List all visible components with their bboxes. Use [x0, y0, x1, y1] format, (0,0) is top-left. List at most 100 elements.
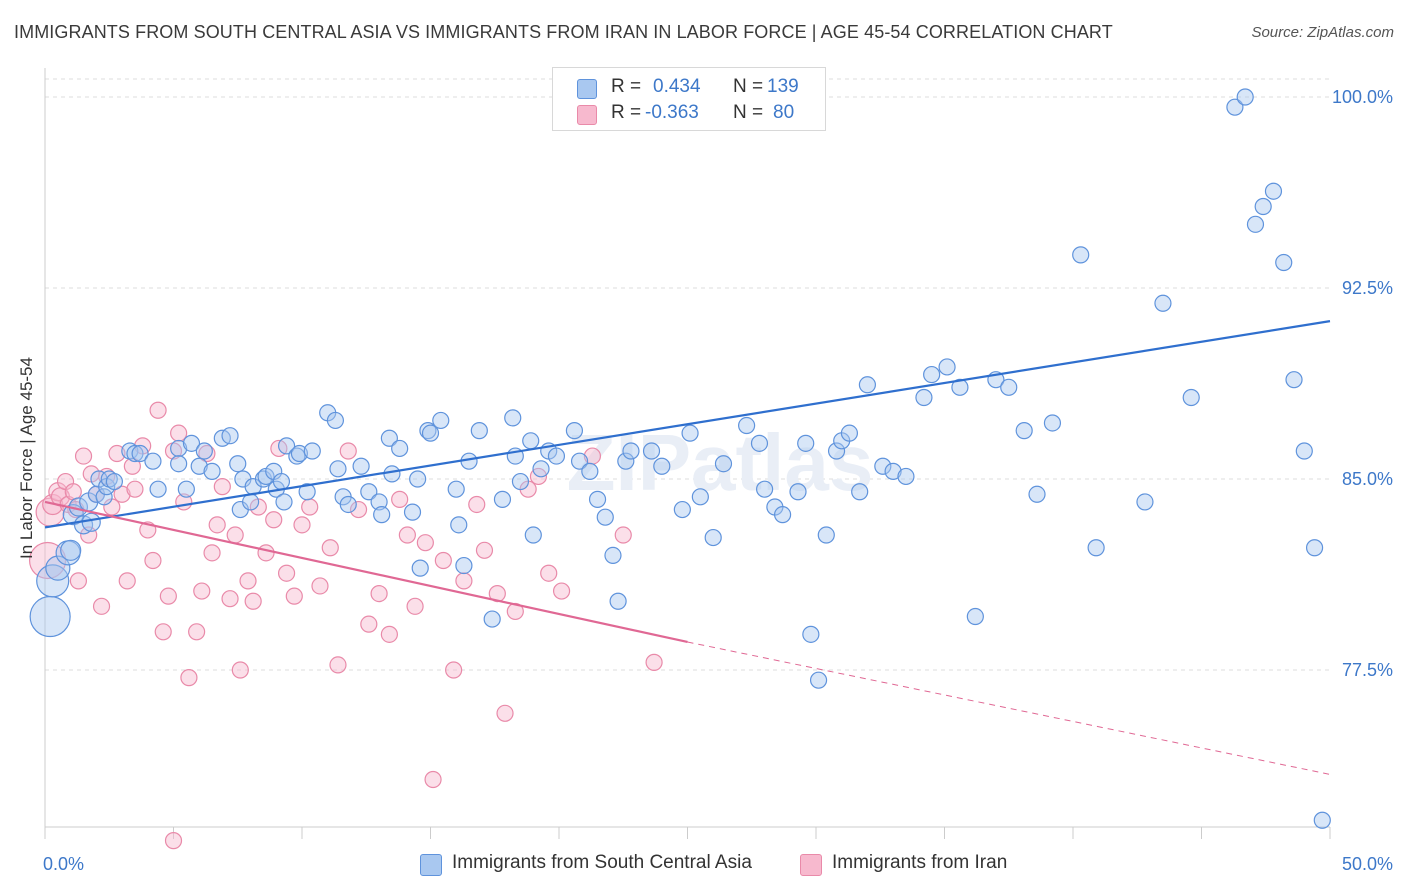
- data-point: [691, 488, 709, 506]
- data-point: [257, 544, 275, 562]
- data-point: [92, 597, 111, 615]
- data-point: [483, 610, 501, 628]
- data-point: [1236, 88, 1254, 106]
- data-point: [170, 424, 188, 442]
- x-tick-labels: 0.0% 50.0%: [43, 854, 1393, 874]
- data-point: [370, 493, 388, 511]
- data-point: [164, 832, 183, 850]
- data-point: [293, 516, 311, 534]
- data-point: [311, 577, 329, 595]
- data-point: [434, 551, 452, 570]
- legend-label-south-central-asia: Immigrants from South Central Asia: [452, 852, 752, 873]
- data-point: [131, 444, 149, 463]
- data-point: [1154, 294, 1172, 312]
- data-point: [1246, 215, 1265, 233]
- data-point: [1313, 811, 1331, 829]
- data-point: [524, 526, 542, 544]
- data-point: [432, 411, 450, 430]
- data-point: [789, 483, 807, 501]
- y-tick-label: 92.5%: [1342, 278, 1393, 298]
- data-point: [349, 500, 368, 519]
- data-point: [60, 539, 82, 561]
- data-point: [1015, 422, 1033, 440]
- data-point: [370, 584, 388, 603]
- correlation-legend: R = 0.434 N = 139 R = -0.363 N = 80: [552, 67, 826, 131]
- data-point: [195, 442, 213, 460]
- y-axis-label: In Labor Force | Age 45-54: [17, 357, 36, 559]
- data-point: [642, 442, 661, 460]
- data-point: [915, 388, 933, 407]
- data-point: [884, 462, 902, 480]
- y-tick-label: 100.0%: [1332, 87, 1393, 107]
- data-point: [170, 455, 188, 473]
- blue-swatch: [577, 79, 597, 99]
- data-point: [923, 365, 941, 384]
- x-tick-label: 0.0%: [43, 854, 84, 874]
- data-point: [406, 597, 424, 615]
- trendline-south-central-asia: [44, 320, 1331, 529]
- data-point: [704, 528, 722, 547]
- data-point: [203, 544, 221, 562]
- data-point: [1028, 485, 1046, 503]
- data-point: [755, 480, 774, 498]
- legend-r-label: R =: [611, 102, 642, 123]
- data-point: [213, 478, 231, 496]
- data-point: [36, 564, 70, 598]
- data-point: [1264, 182, 1283, 200]
- data-point: [681, 424, 699, 442]
- data-point: [614, 526, 632, 544]
- data-point: [581, 462, 599, 480]
- data-point: [840, 424, 859, 442]
- data-point: [277, 437, 296, 455]
- data-point: [897, 467, 915, 486]
- data-point: [874, 457, 892, 475]
- data-point: [738, 416, 756, 435]
- data-point: [360, 483, 378, 501]
- data-point: [339, 442, 357, 460]
- data-point: [1295, 442, 1313, 460]
- data-point: [470, 422, 488, 440]
- data-point: [285, 587, 303, 605]
- data-point: [858, 376, 877, 394]
- data-point: [1285, 371, 1303, 389]
- data-point: [208, 516, 226, 534]
- data-point: [540, 564, 558, 582]
- data-point: [496, 704, 514, 722]
- data-point: [547, 447, 566, 465]
- data-point: [329, 656, 347, 674]
- data-point: [74, 447, 93, 465]
- data-point: [272, 472, 291, 491]
- data-point: [445, 661, 463, 679]
- data-point: [244, 592, 262, 610]
- legend-label-iran: Immigrants from Iran: [832, 852, 1008, 873]
- chart-title: IMMIGRANTS FROM SOUTH CENTRAL ASIA VS IM…: [14, 22, 1113, 42]
- data-point: [180, 669, 198, 687]
- data-point: [588, 490, 607, 508]
- iran-points: [28, 401, 663, 850]
- data-point: [802, 625, 820, 643]
- data-point: [383, 465, 401, 483]
- data-point: [360, 615, 378, 633]
- data-point: [144, 551, 162, 570]
- data-point: [409, 470, 427, 488]
- data-point: [951, 378, 969, 396]
- data-point: [95, 488, 113, 506]
- data-point: [653, 457, 671, 475]
- grid-lines: [45, 78, 1330, 671]
- data-point: [69, 572, 88, 590]
- data-point: [596, 508, 614, 526]
- data-point: [468, 495, 486, 514]
- data-point: [1136, 493, 1154, 511]
- data-point: [411, 559, 429, 577]
- data-point: [301, 498, 319, 516]
- data-point: [1000, 378, 1018, 396]
- data-point: [475, 541, 494, 559]
- data-point: [493, 490, 512, 508]
- data-point: [231, 661, 249, 679]
- data-point: [190, 457, 208, 475]
- data-point: [714, 455, 733, 473]
- data-point: [105, 472, 123, 491]
- y-tick-labels: 77.5% 85.0% 92.5% 100.0%: [1332, 87, 1393, 680]
- data-point: [373, 506, 391, 524]
